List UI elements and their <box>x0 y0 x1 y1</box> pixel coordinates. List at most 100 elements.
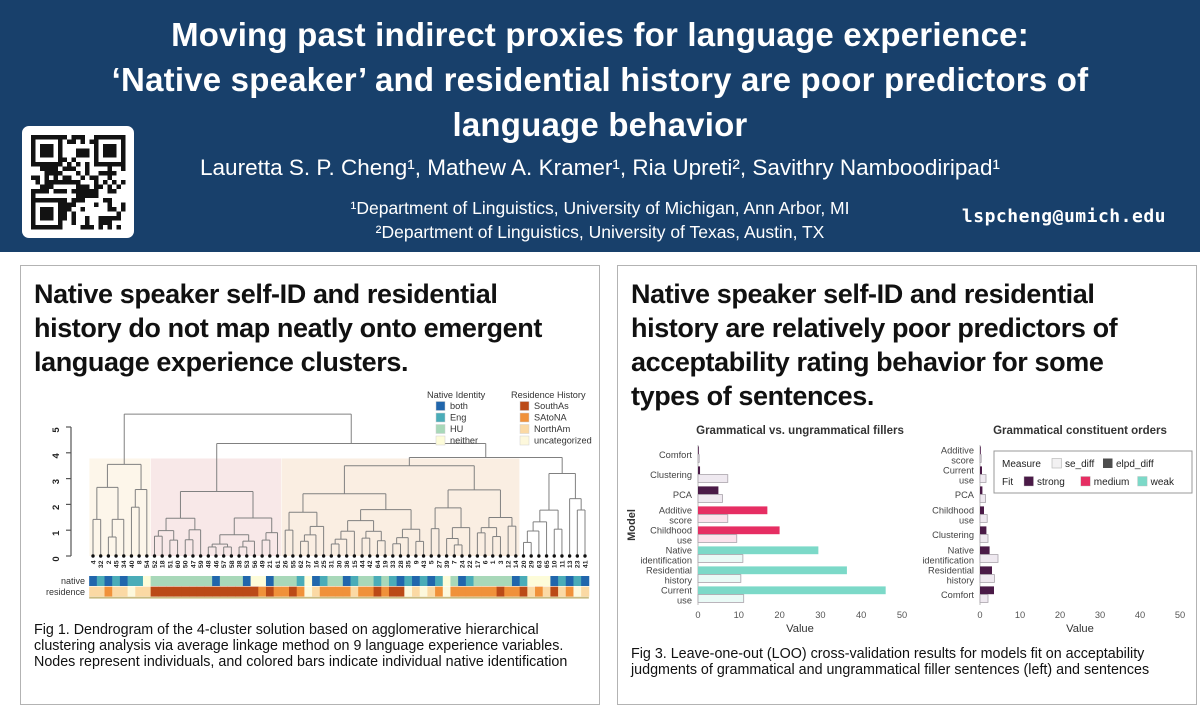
svg-text:0: 0 <box>977 610 982 620</box>
svg-text:HU: HU <box>450 424 463 434</box>
svg-text:se_diff: se_diff <box>1065 459 1095 470</box>
svg-text:SouthAs: SouthAs <box>534 401 569 411</box>
svg-text:16: 16 <box>313 560 320 568</box>
svg-text:8: 8 <box>137 560 144 564</box>
svg-text:36: 36 <box>344 560 351 568</box>
svg-text:Eng: Eng <box>450 413 466 423</box>
svg-text:25: 25 <box>321 560 328 568</box>
svg-text:43: 43 <box>421 560 428 568</box>
svg-text:uncategorized: uncategorized <box>534 436 592 446</box>
svg-text:Fit: Fit <box>1002 477 1013 488</box>
svg-text:20: 20 <box>521 560 528 568</box>
svg-text:residence: residence <box>46 587 85 597</box>
svg-text:24: 24 <box>459 560 466 568</box>
svg-text:54: 54 <box>144 560 151 568</box>
leaf-labels: 4 32 2 45 34 40 8 54 52 18 51 60 50 47 59 48 46 57 58 38 53 5… <box>90 554 589 568</box>
svg-text:22: 22 <box>467 560 474 568</box>
svg-text:Current: Current <box>943 466 974 476</box>
svg-text:history: history <box>665 576 693 586</box>
svg-text:15: 15 <box>352 560 359 568</box>
affiliation-2: ²Department of Linguistics, University o… <box>375 222 825 242</box>
svg-text:60: 60 <box>175 560 182 568</box>
svg-text:Childhood: Childhood <box>650 526 692 536</box>
svg-text:Residential: Residential <box>646 566 692 576</box>
svg-text:PCA: PCA <box>673 490 693 500</box>
svg-text:weak: weak <box>1150 477 1175 488</box>
svg-text:Comfort: Comfort <box>659 450 692 460</box>
poster-header: Moving past indirect proxies for languag… <box>0 0 1200 252</box>
dendrogram-y-axis: 0 1 2 3 4 5 <box>51 426 72 562</box>
svg-text:Current: Current <box>661 586 692 596</box>
svg-text:63: 63 <box>536 560 543 568</box>
svg-text:Grammatical constituent orders: Grammatical constituent orders <box>993 425 1167 437</box>
svg-text:10: 10 <box>1015 610 1025 620</box>
svg-text:history: history <box>947 576 975 586</box>
svg-text:47: 47 <box>190 560 197 568</box>
title-line-2: ‘Native speaker’ and residential history… <box>111 61 1089 98</box>
svg-text:Measure: Measure <box>1002 459 1041 470</box>
svg-text:34: 34 <box>121 560 128 568</box>
svg-text:4: 4 <box>90 560 97 564</box>
svg-text:9: 9 <box>413 560 420 564</box>
svg-text:Value: Value <box>1066 623 1094 635</box>
svg-text:identification: identification <box>640 556 692 566</box>
svg-text:7: 7 <box>452 560 459 564</box>
author-list: Lauretta S. P. Cheng¹, Mathew A. Kramer¹… <box>200 155 1000 180</box>
title-line-3: language behavior <box>452 106 748 143</box>
svg-text:identification: identification <box>922 556 974 566</box>
svg-text:37: 37 <box>306 560 313 568</box>
svg-text:50: 50 <box>1175 610 1185 620</box>
svg-text:64: 64 <box>375 560 382 568</box>
svg-text:30: 30 <box>1095 610 1105 620</box>
svg-text:40: 40 <box>856 610 866 620</box>
svg-text:27: 27 <box>436 560 443 568</box>
svg-text:29: 29 <box>529 560 536 568</box>
svg-text:40: 40 <box>129 560 136 568</box>
svg-text:Childhood: Childhood <box>932 506 974 516</box>
svg-text:Native Identity: Native Identity <box>427 390 486 400</box>
svg-text:native: native <box>61 576 85 586</box>
svg-text:Residential: Residential <box>928 566 974 576</box>
svg-text:32: 32 <box>98 560 105 568</box>
svg-text:26: 26 <box>283 560 290 568</box>
svg-text:use: use <box>959 476 974 486</box>
svg-text:50: 50 <box>183 560 190 568</box>
svg-text:Residence History: Residence History <box>511 390 586 400</box>
svg-text:61: 61 <box>275 560 282 568</box>
svg-text:38: 38 <box>236 560 243 568</box>
svg-text:Additive: Additive <box>941 446 974 456</box>
svg-text:Model: Model <box>626 509 638 541</box>
svg-text:5: 5 <box>51 427 62 433</box>
svg-text:51: 51 <box>167 560 174 568</box>
svg-text:44: 44 <box>359 560 366 568</box>
svg-text:Clustering: Clustering <box>932 530 974 540</box>
contact-email: lspcheng@umich.edu <box>961 206 1166 227</box>
svg-text:10: 10 <box>552 560 559 568</box>
svg-text:42: 42 <box>367 560 374 568</box>
svg-text:40: 40 <box>1135 610 1145 620</box>
fig3-caption: Fig 3. Leave-one-out (LOO) cross-validat… <box>631 646 1150 678</box>
panel-loo-results: Native speaker self-ID and residential h… <box>617 265 1197 705</box>
fillers-chart-svg: Grammatical vs. ungrammatical fillers 0 10… <box>626 425 907 635</box>
svg-text:21: 21 <box>267 560 274 568</box>
svg-text:Additive: Additive <box>659 506 692 516</box>
svg-text:Comfort: Comfort <box>941 590 974 600</box>
svg-text:50: 50 <box>897 610 907 620</box>
svg-text:30: 30 <box>336 560 343 568</box>
svg-text:strong: strong <box>1037 477 1065 488</box>
svg-text:53: 53 <box>244 560 251 568</box>
svg-text:score: score <box>669 516 692 526</box>
dendrogram-tree <box>92 413 586 556</box>
svg-text:56: 56 <box>252 560 259 568</box>
svg-text:49: 49 <box>260 560 267 568</box>
svg-text:33: 33 <box>390 560 397 568</box>
svg-text:41: 41 <box>582 560 589 568</box>
svg-text:Grammatical vs. ungrammatical: Grammatical vs. ungrammatical fillers <box>696 425 904 437</box>
svg-text:62: 62 <box>298 560 305 568</box>
svg-text:28: 28 <box>398 560 405 568</box>
svg-text:0: 0 <box>695 610 700 620</box>
svg-text:Native: Native <box>666 546 692 556</box>
svg-text:18: 18 <box>160 560 167 568</box>
svg-text:19: 19 <box>383 560 390 568</box>
svg-text:57: 57 <box>221 560 228 568</box>
